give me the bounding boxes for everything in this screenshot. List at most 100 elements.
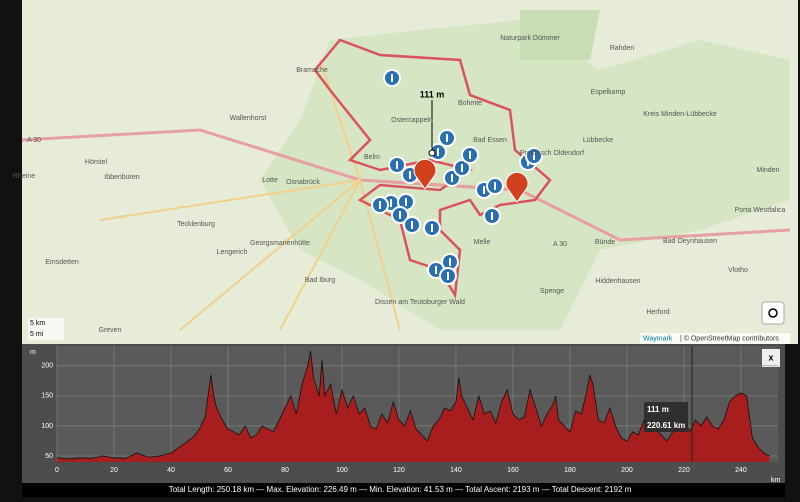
park <box>520 10 600 60</box>
poi-icon <box>435 266 437 274</box>
place-label: Spenge <box>540 288 564 295</box>
place-label: Espelkamp <box>591 89 626 96</box>
place-label: Osnabrück <box>286 179 320 186</box>
x-tick-label: 220 <box>678 467 690 474</box>
place-label: Hörstel <box>85 159 108 166</box>
place-label: Bohmte <box>458 100 482 107</box>
marker-label: 111 m <box>420 89 445 99</box>
scale-box <box>28 318 64 340</box>
scale-mi: 5 mi <box>30 331 44 338</box>
poi-icon <box>396 161 398 169</box>
map: 111 m 5 km 5 mi Waymark | © OpenStreetMa… <box>13 0 798 344</box>
attribution: | © OpenStreetMap contributors <box>680 334 779 342</box>
place-label: Rahden <box>610 45 635 52</box>
x-tick-label: 80 <box>281 467 289 474</box>
x-tick-label: 60 <box>224 467 232 474</box>
poi-icon <box>399 211 401 219</box>
place-label: Lotte <box>262 177 278 184</box>
poi-icon <box>491 212 493 220</box>
x-tick-label: 160 <box>507 467 519 474</box>
x-tick-label: 180 <box>564 467 576 474</box>
place-label: Belm <box>364 154 380 161</box>
place-label: A 30 <box>553 241 567 248</box>
locate-button[interactable] <box>761 301 785 325</box>
x-tick-label: 20 <box>110 467 118 474</box>
poi-icon <box>391 74 393 82</box>
poi-icon <box>437 148 439 156</box>
summary: Total Length: 250.18 km — Max. Elevation… <box>169 485 632 494</box>
highlight-poi <box>505 171 529 203</box>
x-tick-label: 240 <box>735 467 747 474</box>
place-label: Naturpark Dümmer <box>500 35 560 42</box>
poi-icon <box>446 134 448 142</box>
poi-icon <box>483 186 485 194</box>
x-axis-label: km <box>771 477 781 484</box>
x-tick-label: 120 <box>393 467 405 474</box>
x-tick-label: 100 <box>336 467 348 474</box>
x-tick-label: 0 <box>55 467 59 474</box>
poi-icon <box>409 171 411 179</box>
locate-icon <box>768 308 778 318</box>
y-tick-label: 200 <box>41 363 53 370</box>
poi-icon <box>533 152 535 160</box>
route <box>313 38 552 299</box>
place-label: Dissen am Teutoburger Wald <box>375 299 465 306</box>
place-label: Hiddenhausen <box>595 278 640 285</box>
attribution-link[interactable]: Waymark <box>643 335 673 342</box>
roads <box>99 59 401 331</box>
poi-icon <box>449 258 451 266</box>
place-label: Lengerich <box>217 249 248 256</box>
place-label: Wallenhorst <box>230 115 267 122</box>
place-label: Melle <box>474 239 491 246</box>
poi-icon <box>379 201 381 209</box>
place-label: Bad Oeynhausen <box>663 238 717 245</box>
tooltip-box <box>644 402 688 432</box>
poi-icon <box>447 272 449 280</box>
close-label[interactable]: x <box>768 352 773 362</box>
place-label: Bad Iburg <box>305 277 335 284</box>
poi-icon <box>469 151 471 159</box>
position-marker <box>428 149 436 157</box>
summary-bar <box>22 483 785 497</box>
poi-icon <box>405 198 407 206</box>
scale-km: 5 km <box>30 320 45 327</box>
y-tick-label: 100 <box>41 423 53 430</box>
place-label: Tecklenburg <box>177 221 215 228</box>
place-label: Porta Westfalica <box>735 207 786 214</box>
place-label: Lübbecke <box>583 137 613 144</box>
place-label: Vlotho <box>728 267 748 274</box>
attribution-box <box>640 333 790 344</box>
elevation-area <box>57 350 770 462</box>
place-label: Ibbenbüren <box>104 174 140 181</box>
tooltip-distance: 220.61 km <box>647 421 685 430</box>
x-tick-label: 140 <box>450 467 462 474</box>
place-label: Rheine <box>13 173 35 180</box>
poi-icon <box>390 199 392 207</box>
y-axis-label: m <box>30 349 36 356</box>
highlight-poi <box>413 158 437 190</box>
poi-icon <box>494 182 496 190</box>
place-label: Greven <box>99 327 122 334</box>
plot: 50 100 150 200 0 20 40 60 80 100 120 140 160 180 200 22… <box>41 346 778 474</box>
poi-markers <box>371 69 543 285</box>
place-label: Minden <box>757 167 780 174</box>
poi-icon <box>461 164 463 172</box>
x-tick-label: 200 <box>621 467 633 474</box>
place-label: Bünde <box>595 239 615 246</box>
y-tick-label: 50 <box>45 453 53 460</box>
motorway <box>21 128 791 242</box>
place-label: A 30 <box>27 137 41 144</box>
place-label: Bramsche <box>296 67 328 74</box>
place-label: Ostercappeln <box>391 117 433 124</box>
poi-icon <box>411 221 413 229</box>
place-label: Bad Essen <box>473 137 507 144</box>
y-tick-label: 150 <box>41 393 53 400</box>
forest <box>260 20 790 330</box>
close-button[interactable] <box>762 349 780 367</box>
x-tick-label: 40 <box>167 467 175 474</box>
tooltip-elevation: 111 m <box>647 405 669 414</box>
place-label: Georgsmarienhütte <box>250 240 310 247</box>
poi-icon <box>451 174 453 182</box>
